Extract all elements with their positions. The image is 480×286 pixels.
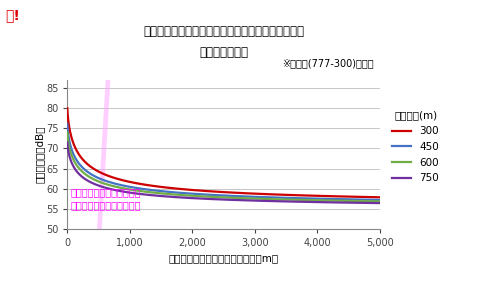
- Ellipse shape: [65, 0, 144, 286]
- 450: [64, 123, 70, 126]
- Line: 300: 300: [67, 108, 379, 197]
- 750: [308, 200, 313, 204]
- 450: [96, 177, 102, 180]
- 750: [64, 141, 70, 144]
- 750: [278, 200, 284, 203]
- 300: [191, 188, 196, 192]
- 750: [191, 196, 196, 200]
- 600: [64, 131, 70, 134]
- Legend: 300, 450, 600, 750: 300, 450, 600, 750: [387, 106, 443, 188]
- Line: 600: 600: [67, 132, 379, 201]
- 750: [313, 200, 319, 204]
- Text: （飛行高度別）: （飛行高度別）: [199, 46, 248, 59]
- 450: [202, 193, 207, 196]
- 300: [278, 193, 284, 196]
- 600: [308, 198, 313, 202]
- 300: [202, 189, 207, 193]
- 600: [202, 195, 207, 198]
- 450: [308, 197, 313, 200]
- 300: [313, 194, 319, 198]
- Line: 450: 450: [67, 124, 379, 200]
- Text: マ!: マ!: [5, 9, 20, 23]
- 750: [202, 197, 207, 200]
- X-axis label: 飛行ルート直下からの水平距離（m）: 飛行ルート直下からの水平距離（m）: [168, 253, 278, 263]
- 600: [96, 180, 102, 183]
- 600: [376, 200, 382, 203]
- 750: [96, 184, 102, 188]
- 300: [376, 196, 382, 199]
- 300: [96, 170, 102, 174]
- Line: 750: 750: [67, 142, 379, 203]
- 450: [376, 198, 382, 202]
- Text: 飛行高度の違いによる騒音
レベルの値の違いが大きい: 飛行高度の違いによる騒音 レベルの値の違いが大きい: [71, 187, 141, 210]
- 600: [191, 194, 196, 198]
- 600: [313, 198, 319, 202]
- 300: [308, 194, 313, 197]
- 450: [313, 197, 319, 200]
- 300: [64, 106, 70, 110]
- 450: [191, 192, 196, 196]
- 600: [278, 198, 284, 201]
- Y-axis label: 騒音レベル（dB）: 騒音レベル（dB）: [35, 126, 44, 183]
- Text: ※大型機(777-300)の場合: ※大型機(777-300)の場合: [282, 58, 373, 68]
- 750: [376, 201, 382, 205]
- Text: 飛行ルート直下からの水平距離と騒音レベルの関係: 飛行ルート直下からの水平距離と騒音レベルの関係: [143, 25, 303, 38]
- 450: [278, 196, 284, 199]
